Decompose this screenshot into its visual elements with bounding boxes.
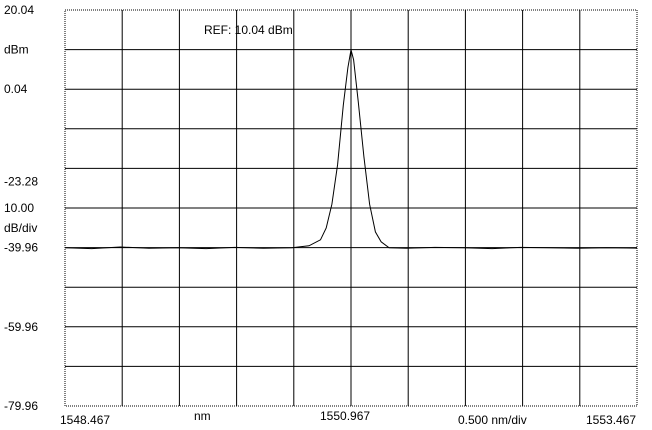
grid-lines <box>65 10 637 406</box>
y-tick-label: dB/div <box>4 221 37 235</box>
y-tick-label: -59.96 <box>4 320 38 334</box>
y-tick-label: 20.04 <box>4 3 34 17</box>
y-tick-label: 10.00 <box>4 201 34 215</box>
plot-frame <box>64 9 638 407</box>
y-axis-labels: 20.04 dBm 0.04 -23.28 10.00 dB/div -39.96 -59.9… <box>4 3 38 413</box>
y-tick-label: -39.96 <box>4 241 38 255</box>
x-tick-label-center: 1550.967 <box>320 409 370 423</box>
x-tick-label-start: 1548.467 <box>60 413 110 427</box>
y-tick-label: dBm <box>4 43 29 57</box>
y-tick-label: -23.28 <box>4 175 38 189</box>
x-scale-label: 0.500 nm/div <box>458 413 527 427</box>
x-axis-label: nm <box>194 409 211 423</box>
reference-label: REF: 10.04 dBm <box>204 23 293 37</box>
x-tick-label-end: 1553.467 <box>586 413 636 427</box>
y-tick-label: 0.04 <box>4 82 28 96</box>
spectrum-trace <box>64 49 638 250</box>
y-tick-label: -79.96 <box>4 399 38 413</box>
